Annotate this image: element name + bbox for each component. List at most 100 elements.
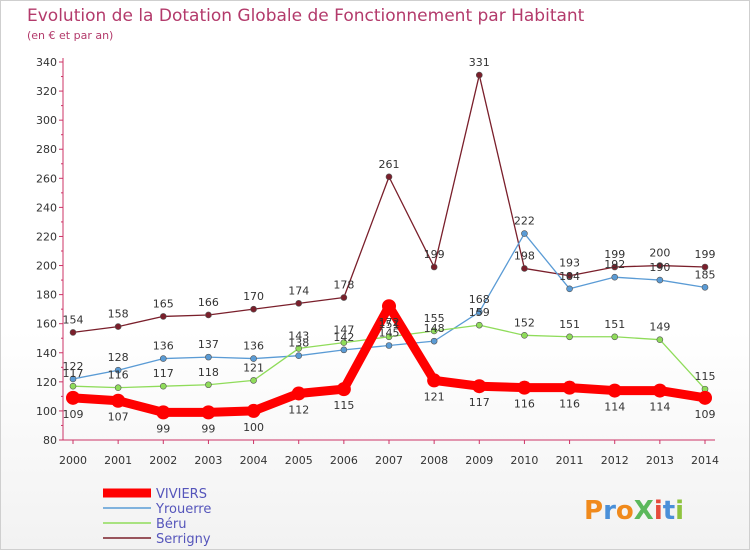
data-point-yrouerre [295, 352, 303, 359]
logo-letter: r [603, 496, 616, 526]
data-label-b-ru: 117 [63, 367, 84, 380]
data-label-serrigny: 165 [153, 297, 174, 310]
data-point-b-ru [656, 336, 664, 343]
data-point-b-ru [114, 384, 122, 391]
data-point-serrigny [656, 262, 664, 269]
data-point-viviers [472, 379, 487, 394]
data-point-serrigny [521, 265, 528, 272]
data-label-viviers: 107 [108, 411, 129, 424]
y-tick-label: 160 [36, 318, 57, 331]
x-tick-label: 2009 [465, 454, 493, 467]
data-point-yrouerre [114, 366, 122, 374]
y-tick-label: 260 [36, 172, 57, 185]
x-tick-label: 2001 [104, 454, 132, 467]
data-label-b-ru: 118 [198, 366, 219, 379]
data-point-viviers [652, 383, 667, 398]
x-tick-label: 2014 [691, 454, 719, 467]
x-tick-label: 2010 [510, 454, 538, 467]
data-point-viviers [336, 382, 351, 397]
data-point-yrouerre [385, 342, 393, 349]
y-tick-label: 300 [36, 114, 57, 127]
x-tick-label: 2005 [285, 454, 313, 467]
data-point-viviers [698, 390, 712, 405]
data-label-viviers: 109 [695, 408, 716, 421]
data-point-yrouerre [566, 285, 573, 293]
x-tick-label: 2002 [149, 454, 177, 467]
data-point-b-ru [475, 321, 483, 329]
data-point-serrigny [69, 329, 77, 336]
data-label-viviers: 121 [424, 390, 445, 403]
x-tick-label: 2003 [194, 454, 222, 467]
data-label-serrigny: 154 [63, 313, 84, 326]
x-tick-label: 2004 [240, 454, 268, 467]
y-tick-label: 240 [36, 201, 57, 214]
data-label-viviers: 117 [469, 396, 490, 409]
data-point-serrigny [205, 311, 212, 319]
data-label-serrigny: 199 [604, 248, 625, 261]
data-label-b-ru: 115 [695, 370, 716, 383]
data-point-viviers [291, 386, 306, 401]
data-label-yrouerre: 136 [243, 340, 264, 353]
data-point-serrigny [340, 294, 348, 301]
legend-label-viviers: VIVIERS [156, 487, 207, 502]
data-point-serrigny [295, 300, 303, 307]
data-point-viviers [66, 390, 80, 405]
data-label-yrouerre: 122 [63, 360, 84, 373]
data-point-serrigny [159, 313, 167, 320]
data-label-yrouerre: 185 [695, 268, 716, 281]
y-tick-label: 180 [36, 289, 57, 302]
data-label-yrouerre: 190 [649, 261, 670, 274]
y-tick-label: 100 [36, 405, 57, 418]
data-label-viviers: 115 [333, 399, 354, 412]
data-label-viviers: 100 [243, 421, 264, 434]
logo-letter: i [654, 496, 663, 526]
data-point-viviers [382, 299, 396, 314]
data-point-b-ru [521, 332, 528, 339]
data-point-b-ru [430, 327, 438, 335]
x-tick-label: 2011 [556, 454, 584, 467]
chart-title: Evolution de la Dotation Globale de Fonc… [27, 6, 585, 26]
data-label-b-ru: 159 [469, 306, 490, 319]
data-point-viviers [111, 393, 126, 408]
data-point-yrouerre [701, 284, 709, 291]
data-label-serrigny: 178 [333, 279, 354, 292]
data-point-b-ru [295, 345, 303, 352]
data-label-yrouerre: 137 [198, 338, 219, 351]
data-point-serrigny [475, 71, 483, 79]
data-label-yrouerre: 128 [108, 351, 129, 364]
data-point-b-ru [205, 381, 212, 389]
data-point-viviers [156, 405, 171, 420]
x-tick-label: 2007 [375, 454, 403, 467]
data-point-b-ru [566, 333, 573, 341]
data-label-yrouerre: 142 [333, 331, 354, 344]
data-label-serrigny: 199 [424, 248, 445, 261]
data-label-b-ru: 147 [333, 324, 354, 337]
data-point-yrouerre [205, 353, 212, 361]
data-label-viviers: 114 [604, 401, 625, 414]
data-label-viviers: 99 [201, 422, 215, 435]
data-label-b-ru: 151 [379, 318, 400, 331]
data-label-serrigny: 166 [198, 296, 219, 309]
axes: 80 100 120 140 160 180 200 220 240 260 280 300 320 34… [36, 56, 719, 467]
data-point-serrigny [566, 272, 573, 280]
data-label-serrigny: 170 [243, 290, 264, 303]
data-point-serrigny [250, 305, 257, 313]
data-label-b-ru: 152 [514, 316, 535, 329]
data-point-yrouerre [340, 346, 348, 354]
logo-letter: X [634, 496, 654, 526]
y-tick-label: 80 [43, 434, 57, 447]
data-label-viviers: 112 [288, 403, 309, 416]
data-label-b-ru: 155 [424, 312, 445, 325]
data-label-yrouerre: 148 [424, 322, 445, 335]
logo-letter: i [675, 496, 684, 526]
x-tick-label: 2000 [59, 454, 87, 467]
data-label-viviers: 114 [649, 401, 670, 414]
data-label-viviers: 109 [63, 408, 84, 421]
y-tick-label: 140 [36, 347, 57, 360]
data-label-yrouerre: 138 [288, 337, 309, 350]
data-point-yrouerre [611, 273, 619, 281]
x-tick-label: 2012 [601, 454, 629, 467]
